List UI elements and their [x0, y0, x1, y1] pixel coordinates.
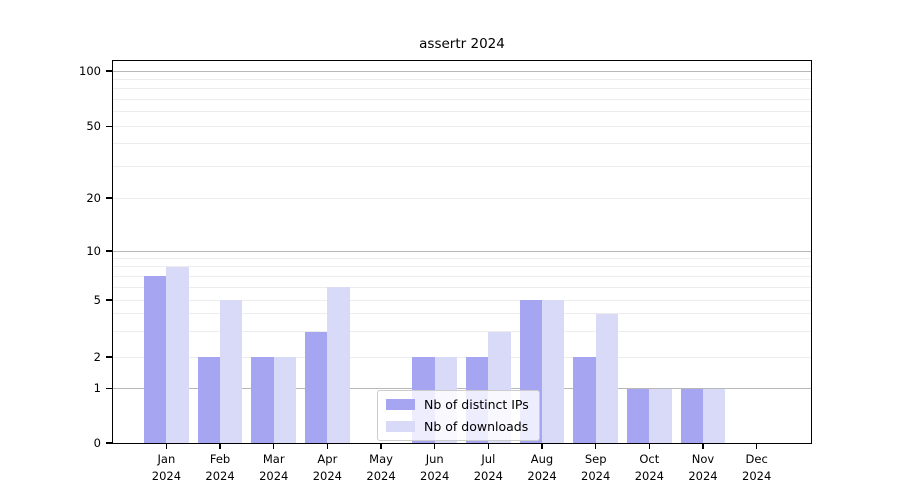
bar-jan-downloads	[166, 266, 189, 443]
legend-label-downloads: Nb of downloads	[424, 419, 529, 434]
bar-aug-downloads	[542, 300, 565, 443]
x-tick-label-aug: Aug 2024	[527, 452, 557, 483]
y-tick	[106, 250, 112, 252]
gridline-minor	[113, 266, 811, 268]
y-tick-label: 10	[86, 243, 101, 258]
x-tick	[755, 444, 758, 449]
plot-area: Nb of distinct IPs Nb of downloads	[112, 60, 812, 444]
y-tick-label: 100	[79, 63, 101, 78]
gridline-minor	[113, 143, 811, 145]
x-tick	[165, 444, 168, 449]
bar-sep-distinct-ips	[573, 357, 596, 443]
gridline-minor	[113, 331, 811, 333]
y-tick	[106, 299, 112, 301]
bar-oct-distinct-ips	[627, 388, 650, 443]
legend-swatch-downloads	[386, 421, 415, 432]
bar-nov-downloads	[703, 388, 726, 443]
bar-feb-downloads	[220, 300, 243, 443]
gridline-minor	[113, 165, 811, 167]
x-tick-label-feb: Feb 2024	[205, 452, 235, 483]
gridline-minor	[113, 126, 811, 127]
legend-entry-downloads: Nb of downloads	[386, 419, 529, 434]
bar-apr-downloads	[327, 287, 350, 443]
legend-swatch-distinct-ips	[386, 399, 415, 410]
gridline-major	[113, 250, 811, 252]
legend-label-distinct-ips: Nb of distinct IPs	[424, 397, 529, 412]
y-tick-label: 50	[86, 119, 101, 133]
y-tick	[106, 442, 112, 444]
bar-feb-distinct-ips	[197, 357, 221, 443]
x-tick-label-may: May 2024	[366, 452, 396, 483]
chart-title: assertr 2024	[419, 36, 505, 52]
x-tick	[434, 444, 436, 449]
x-tick	[702, 444, 704, 449]
x-tick	[326, 444, 329, 449]
bar-mar-distinct-ips	[251, 357, 274, 443]
x-tick-label-apr: Apr 2024	[312, 452, 343, 483]
x-tick	[648, 444, 651, 449]
y-tick-label: 5	[93, 292, 101, 307]
gridline-minor	[113, 197, 811, 199]
gridline-major	[113, 388, 811, 389]
y-tick-label: 0	[93, 435, 101, 450]
bar-apr-distinct-ips	[305, 331, 328, 443]
bar-oct-downloads	[649, 388, 672, 443]
gridline-minor	[113, 356, 811, 358]
y-tick	[106, 125, 112, 128]
x-tick	[541, 444, 543, 449]
gridline-minor	[113, 286, 811, 288]
y-tick-label: 20	[86, 190, 101, 205]
x-tick	[594, 444, 597, 449]
gridline-minor	[113, 88, 811, 90]
x-tick-label-sep: Sep 2024	[581, 452, 611, 483]
bar-nov-distinct-ips	[680, 388, 703, 443]
legend: Nb of distinct IPs Nb of downloads	[377, 390, 540, 441]
legend-entry-distinct-ips: Nb of distinct IPs	[386, 397, 529, 412]
x-tick	[219, 444, 221, 449]
x-tick-label-jul: Jul 2024	[473, 452, 503, 483]
y-tick	[106, 356, 112, 358]
x-tick-label-mar: Mar 2024	[259, 452, 289, 483]
gridline-minor	[113, 275, 811, 277]
x-tick-label-oct: Oct 2024	[634, 452, 664, 483]
y-tick	[106, 387, 112, 390]
y-tick-label: 2	[93, 349, 101, 364]
gridline-minor	[113, 78, 811, 80]
bar-mar-downloads	[273, 357, 297, 443]
x-tick-label-jun: Jun 2024	[420, 452, 450, 483]
y-tick	[106, 70, 112, 72]
gridline-minor	[113, 299, 811, 301]
gridline-major	[113, 70, 811, 72]
x-tick-label-jan: Jan 2024	[151, 452, 182, 483]
x-tick	[380, 444, 382, 449]
gridline-minor	[113, 99, 811, 101]
y-tick-label: 1	[93, 381, 101, 395]
bar-sep-downloads	[595, 313, 618, 443]
x-tick-label-dec: Dec 2024	[742, 452, 772, 483]
bar-jan-distinct-ips	[144, 276, 167, 443]
y-tick	[106, 197, 112, 199]
x-tick	[487, 444, 490, 449]
x-tick-label-nov: Nov 2024	[688, 452, 718, 483]
gridline-minor	[113, 257, 811, 259]
gridline-minor	[113, 313, 811, 315]
gridline-minor	[113, 111, 811, 113]
x-tick	[273, 444, 275, 449]
